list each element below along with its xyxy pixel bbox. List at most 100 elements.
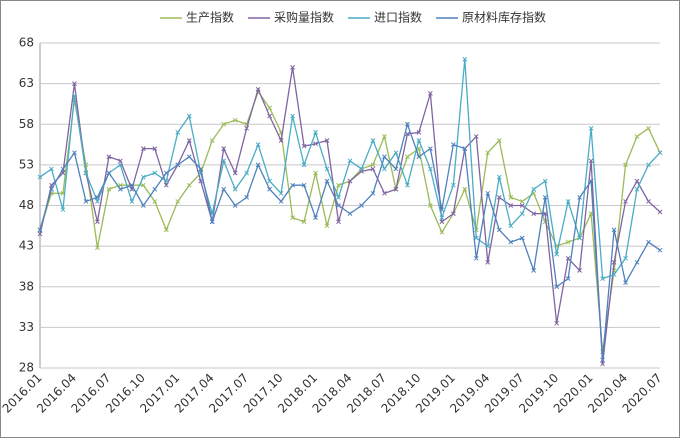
point-marker	[428, 91, 433, 96]
point-marker	[72, 93, 77, 99]
point-marker	[577, 195, 582, 200]
point-marker	[577, 235, 582, 241]
point-marker	[611, 272, 617, 277]
point-marker	[324, 166, 330, 172]
point-marker	[37, 174, 43, 180]
point-marker	[175, 130, 181, 135]
legend-label: 采购量指数	[274, 10, 334, 25]
point-marker	[634, 260, 640, 265]
point-marker	[405, 154, 410, 160]
point-marker	[542, 195, 548, 200]
point-marker	[336, 219, 341, 225]
point-marker	[49, 166, 54, 172]
point-marker	[290, 182, 295, 188]
point-marker	[255, 162, 261, 168]
point-marker	[95, 195, 100, 200]
point-marker	[416, 154, 422, 160]
point-marker	[221, 146, 227, 151]
y-tick-label: 53	[19, 157, 34, 171]
point-marker	[336, 182, 341, 188]
point-marker	[428, 166, 433, 172]
point-marker	[118, 162, 123, 168]
point-marker	[186, 154, 192, 160]
point-marker	[232, 117, 238, 123]
point-marker	[370, 162, 376, 168]
point-marker	[60, 166, 66, 172]
point-marker	[508, 223, 514, 229]
point-marker	[152, 170, 158, 176]
point-marker	[554, 284, 560, 290]
point-marker	[634, 178, 640, 184]
point-marker	[301, 143, 307, 149]
point-marker	[336, 203, 341, 208]
point-marker	[313, 215, 318, 221]
point-marker	[324, 223, 330, 229]
point-marker	[347, 211, 353, 216]
point-marker	[554, 320, 560, 326]
point-marker	[72, 81, 77, 86]
point-marker	[496, 138, 502, 143]
point-marker	[462, 186, 468, 192]
point-marker	[324, 178, 330, 184]
point-marker	[152, 186, 158, 192]
point-marker	[428, 146, 433, 151]
point-marker	[462, 146, 468, 151]
point-marker	[370, 166, 376, 172]
point-marker	[496, 195, 502, 200]
point-marker	[600, 276, 605, 281]
point-marker	[439, 229, 445, 235]
point-marker	[301, 182, 307, 188]
point-marker	[588, 211, 594, 216]
point-marker	[83, 170, 89, 176]
point-marker	[244, 195, 250, 200]
point-marker	[565, 255, 571, 261]
point-marker	[163, 227, 169, 233]
point-marker	[186, 138, 192, 143]
point-marker	[255, 142, 261, 147]
point-marker	[140, 174, 146, 180]
point-marker	[657, 247, 663, 253]
point-marker	[359, 166, 364, 172]
point-marker	[462, 56, 468, 62]
point-marker	[634, 186, 640, 192]
point-marker	[290, 113, 295, 119]
point-marker	[106, 170, 112, 176]
point-marker	[554, 251, 560, 257]
point-marker	[336, 195, 341, 200]
point-marker	[405, 121, 410, 127]
y-tick-label: 68	[19, 36, 34, 50]
point-marker	[359, 203, 364, 208]
point-marker	[439, 219, 445, 225]
point-marker	[485, 243, 491, 249]
point-marker	[244, 125, 250, 131]
point-marker	[324, 138, 330, 143]
point-marker	[301, 162, 307, 168]
legend-label: 原材料库存指数	[462, 10, 546, 25]
point-marker	[393, 150, 399, 156]
point-marker	[485, 260, 491, 265]
point-marker	[473, 134, 479, 139]
point-marker	[244, 170, 250, 176]
point-marker	[278, 199, 284, 204]
point-marker	[106, 154, 112, 160]
point-marker	[382, 154, 387, 160]
point-marker	[496, 174, 502, 180]
point-marker	[416, 138, 422, 143]
point-marker	[278, 138, 284, 143]
point-marker	[313, 170, 318, 176]
point-marker	[290, 65, 295, 70]
point-marker	[267, 178, 272, 184]
point-marker	[72, 150, 77, 156]
point-marker	[542, 178, 548, 184]
point-marker	[439, 215, 445, 221]
point-marker	[313, 141, 318, 147]
legend-label: 生产指数	[186, 10, 234, 25]
point-marker	[416, 130, 422, 135]
point-marker	[95, 219, 100, 225]
point-marker	[267, 105, 272, 111]
point-marker	[646, 125, 651, 131]
point-marker	[83, 199, 89, 204]
point-marker	[450, 142, 456, 147]
point-marker	[588, 158, 594, 164]
y-tick-label: 33	[19, 320, 34, 334]
